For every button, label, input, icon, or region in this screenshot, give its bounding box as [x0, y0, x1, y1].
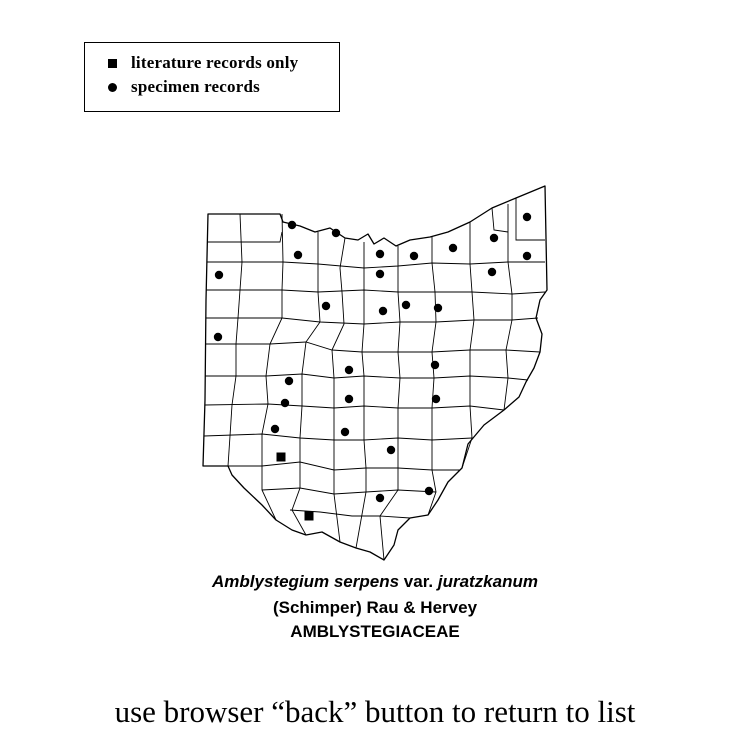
species-rank: var. — [403, 572, 434, 591]
legend-item-literature: literature records only — [105, 52, 298, 74]
specimen-point — [375, 493, 385, 503]
back-instruction: use browser “back” button to return to l… — [114, 694, 636, 729]
map-legend: literature records only specimen records — [84, 42, 340, 112]
specimen-point — [340, 427, 350, 437]
literature-point — [276, 452, 286, 462]
specimen-point — [375, 249, 385, 259]
specimen-point — [424, 486, 434, 496]
specimen-point — [431, 394, 441, 404]
species-authority: (Schimper) Rau & Hervey — [272, 598, 478, 617]
legend-specimen-label: specimen records — [131, 77, 260, 96]
species-name: Amblystegium serpens var. juratzkanum — [0, 572, 750, 592]
specimen-point — [430, 360, 440, 370]
specimen-point — [293, 250, 303, 260]
specimen-point — [487, 267, 497, 277]
specimen-point — [489, 233, 499, 243]
family-name: AMBLYSTEGIACEAE — [290, 622, 460, 641]
specimen-point — [433, 303, 443, 313]
specimen-point — [522, 251, 532, 261]
county-boundaries — [203, 198, 546, 561]
specimen-point — [344, 394, 354, 404]
specimen-point — [280, 398, 290, 408]
specimen-point — [522, 212, 532, 222]
specimen-point — [401, 300, 411, 310]
circle-marker-icon — [107, 82, 117, 92]
literature-point — [304, 511, 314, 521]
specimen-point — [344, 365, 354, 375]
specimen-point — [321, 301, 331, 311]
state-outline — [202, 185, 548, 561]
specimen-point — [409, 251, 419, 261]
specimen-point — [213, 332, 223, 342]
specimen-point — [378, 306, 388, 316]
legend-item-specimen: specimen records — [105, 76, 260, 98]
specimen-point — [331, 228, 341, 238]
specimen-point — [284, 376, 294, 386]
species-variety: juratzkanum — [437, 572, 538, 591]
literature-markers — [276, 452, 314, 521]
specimen-point — [448, 243, 458, 253]
specimen-point — [214, 270, 224, 280]
specimen-point — [386, 445, 396, 455]
specimen-point — [270, 424, 280, 434]
specimen-point — [375, 269, 385, 279]
square-marker-icon — [107, 58, 117, 68]
specimen-point — [287, 220, 297, 230]
legend-literature-label: literature records only — [131, 53, 299, 72]
specimen-markers — [213, 212, 532, 503]
species-binomial: Amblystegium serpens — [212, 572, 400, 591]
